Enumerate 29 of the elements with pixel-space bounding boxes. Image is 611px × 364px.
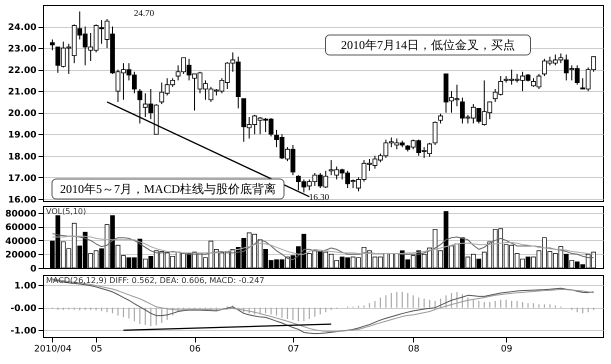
- y-tick-label: -1.00: [10, 326, 36, 337]
- y-tick-label: 17.00: [8, 174, 36, 184]
- x-tick-label: 2010/04: [34, 344, 72, 354]
- annotation: 2010年5～7月，MACD柱线与股价底背离: [60, 182, 276, 196]
- x-tick-label: 08: [408, 344, 420, 354]
- y-tick-label: 1.00: [14, 282, 36, 292]
- y-tick-label: 16.00: [8, 195, 36, 206]
- x-tick-label: 07: [288, 344, 300, 354]
- y-tick-label: 60000: [5, 223, 36, 234]
- x-tick-label: 06: [189, 344, 202, 354]
- y-tick-label: 24.00: [8, 23, 36, 34]
- y-tick-label: 18.00: [8, 152, 36, 162]
- y-tick-label: 21.00: [8, 88, 36, 98]
- y-tick-label: -0.00: [10, 304, 36, 314]
- y-tick-label: 40000: [5, 236, 36, 247]
- y-tick-label: 80000: [5, 209, 36, 220]
- annotation: 16.30: [308, 192, 330, 202]
- y-tick-label: 0: [30, 264, 36, 274]
- chart-title: MACD(26,12,9) DIFF: 0.562, DEA: 0.606, MACD: -0.247: [46, 276, 264, 285]
- y-tick-label: 20.00: [8, 109, 36, 120]
- x-tick-label: 05: [90, 344, 102, 354]
- annotation: 24.70: [134, 8, 155, 18]
- chart-title: VOL(5,10): [46, 207, 86, 216]
- y-tick-label: 20000: [5, 250, 36, 261]
- x-tick-label: 09: [500, 344, 513, 354]
- y-tick-label: 19.00: [8, 130, 36, 141]
- y-tick-label: 23.00: [8, 44, 36, 55]
- annotation: 2010年7月14日，低位金叉，买点: [341, 38, 515, 52]
- y-tick-label: 22.00: [8, 66, 36, 76]
